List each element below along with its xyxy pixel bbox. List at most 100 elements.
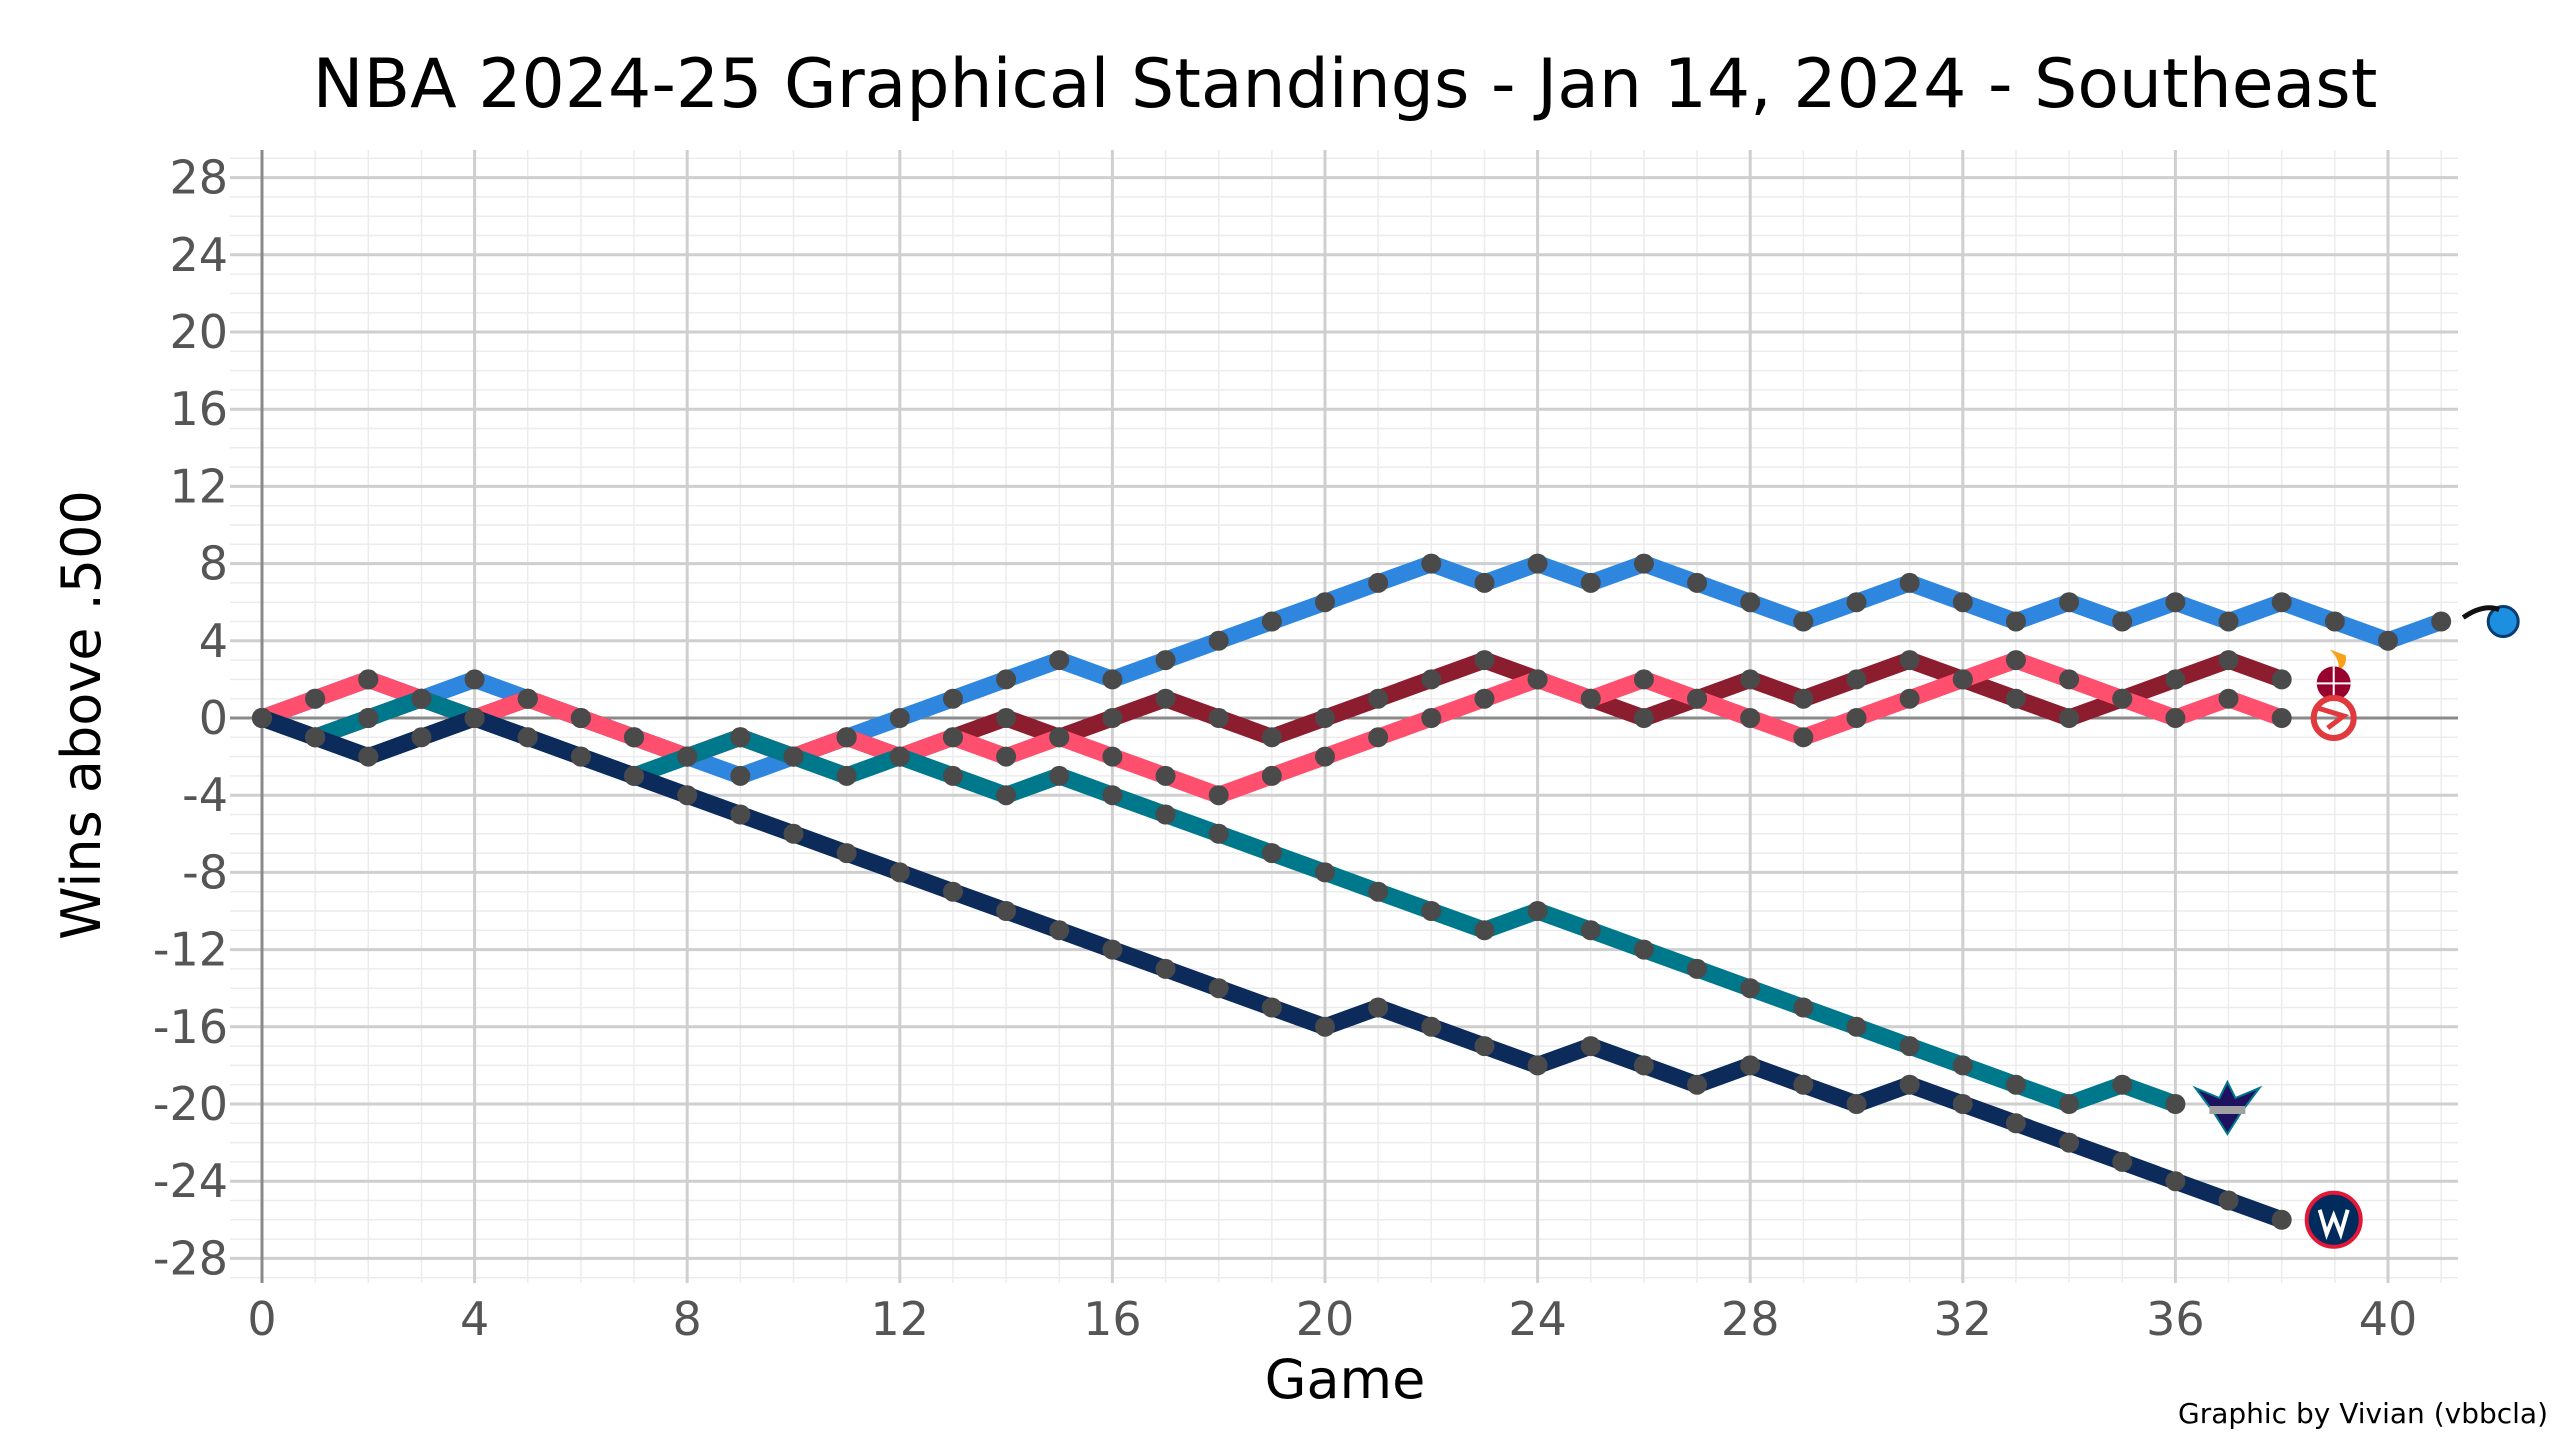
data-point	[1846, 592, 1867, 613]
data-point	[1474, 1036, 1495, 1057]
data-point	[358, 708, 379, 728]
data-point	[517, 727, 538, 748]
data-point	[1793, 611, 1814, 632]
y-tick-label: 4	[199, 614, 228, 668]
magic-swoosh-shape	[2461, 605, 2501, 620]
data-point	[2218, 611, 2239, 632]
y-tick-label: -28	[153, 1231, 228, 1285]
data-point	[1474, 650, 1495, 671]
data-point	[1368, 688, 1389, 709]
data-point	[2059, 592, 2080, 613]
data-point	[1155, 958, 1176, 979]
data-point	[1315, 1016, 1335, 1037]
data-point	[1633, 939, 1654, 960]
data-point	[2218, 688, 2239, 709]
data-point	[730, 804, 751, 825]
data-point	[1102, 939, 1123, 960]
data-point	[624, 765, 645, 786]
data-point	[1102, 785, 1123, 806]
data-point	[464, 669, 485, 690]
data-point	[730, 727, 751, 748]
data-point	[1687, 958, 1708, 979]
data-point	[2059, 708, 2080, 728]
data-point	[1687, 688, 1708, 709]
data-point	[1208, 978, 1229, 999]
data-point	[1952, 669, 1973, 690]
data-point	[1633, 669, 1654, 690]
data-point	[1474, 688, 1495, 709]
y-tick-label: -12	[153, 923, 228, 977]
data-point	[1899, 650, 1920, 671]
data-point	[2112, 1151, 2133, 1172]
data-point	[2005, 1113, 2026, 1134]
heat-logo-icon	[2316, 649, 2351, 701]
data-point	[996, 901, 1017, 921]
data-point	[2005, 688, 2026, 709]
data-point	[2059, 1094, 2080, 1114]
x-tick-label: 36	[2146, 1292, 2205, 1346]
data-point	[783, 823, 804, 844]
data-point	[996, 669, 1017, 690]
data-point	[1633, 553, 1654, 574]
hornets-banner-shape	[2209, 1106, 2246, 1114]
chart-caption: Graphic by Vivian (vbbcla)	[2178, 1397, 2548, 1430]
data-point	[1102, 708, 1123, 728]
data-point	[411, 688, 432, 709]
x-tick-label: 0	[247, 1292, 276, 1346]
data-point	[889, 862, 910, 883]
data-point	[2165, 1094, 2186, 1114]
data-point	[1846, 1016, 1867, 1037]
data-point	[1474, 920, 1495, 941]
data-point	[1155, 688, 1176, 709]
data-point	[2059, 669, 2080, 690]
data-point	[1208, 708, 1229, 728]
data-point	[1740, 1055, 1761, 1076]
x-tick-label: 16	[1083, 1292, 1142, 1346]
data-point	[1421, 1016, 1442, 1037]
data-point	[942, 881, 963, 902]
data-point	[1793, 727, 1814, 748]
data-point	[1261, 727, 1282, 748]
tick-labels: -28 -24 -20 -16 -12 -8 -4 0 4 8 12 16 20 24 28 0 4 8 12 16 2…	[153, 151, 2417, 1346]
data-point	[1527, 901, 1548, 921]
data-point	[836, 843, 857, 864]
data-point	[1952, 1055, 1973, 1076]
data-point	[1952, 1094, 1973, 1114]
data-point	[2218, 1190, 2239, 1211]
chart-title: NBA 2024-25 Graphical Standings - Jan 14…	[313, 45, 2378, 124]
data-point	[305, 688, 326, 709]
data-point	[2165, 1171, 2186, 1192]
y-tick-label: -24	[153, 1154, 228, 1208]
data-point	[1261, 611, 1282, 632]
data-point	[2271, 708, 2292, 728]
hawks-logo-icon	[2310, 695, 2357, 741]
data-point	[2271, 669, 2292, 690]
y-tick-label: 28	[169, 151, 228, 205]
y-tick-label: 24	[169, 228, 228, 282]
data-point	[1315, 746, 1335, 767]
hawks-ring-shape	[2310, 695, 2357, 741]
data-point	[2005, 611, 2026, 632]
data-point	[1580, 572, 1601, 593]
data-point	[889, 708, 910, 728]
data-point	[1687, 1074, 1708, 1095]
data-point	[252, 708, 272, 728]
data-point	[1793, 688, 1814, 709]
data-point	[996, 785, 1017, 806]
data-point	[1580, 1036, 1601, 1057]
data-point	[2059, 1132, 2080, 1153]
data-point	[1846, 708, 1867, 728]
magic-logo-icon	[2461, 605, 2520, 638]
data-point	[1315, 862, 1335, 883]
data-point	[1740, 592, 1761, 613]
data-point	[1899, 572, 1920, 593]
data-point	[1421, 553, 1442, 574]
data-point	[1155, 765, 1176, 786]
data-point	[2112, 688, 2133, 709]
data-point	[358, 669, 379, 690]
hawks-beak-shape	[2316, 705, 2350, 730]
x-tick-label: 24	[1508, 1292, 1567, 1346]
data-point	[1740, 708, 1761, 728]
data-point	[1633, 708, 1654, 728]
magic-ball-shape	[2486, 605, 2520, 638]
